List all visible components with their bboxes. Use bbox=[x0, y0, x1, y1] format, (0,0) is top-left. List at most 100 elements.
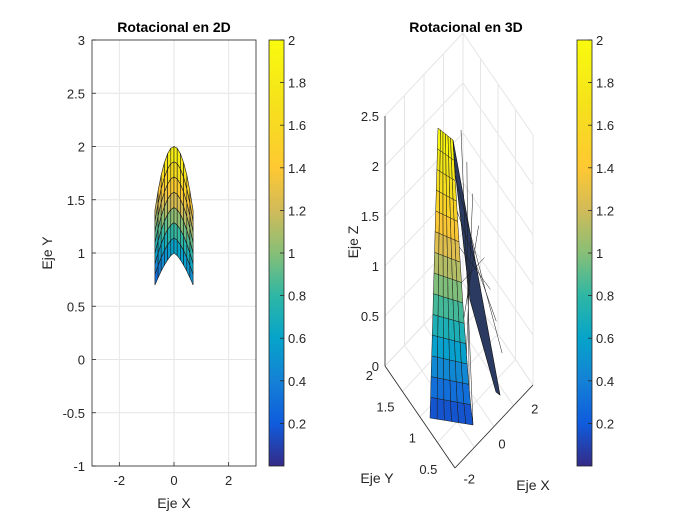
surface-cell bbox=[459, 341, 468, 365]
surface-cell bbox=[436, 398, 445, 421]
surface-mesh-line bbox=[454, 175, 503, 354]
surface-cell bbox=[173, 145, 178, 165]
surface-cell bbox=[442, 296, 449, 320]
surface-cell bbox=[173, 161, 178, 180]
surface-cell bbox=[449, 359, 457, 383]
surface-cell bbox=[173, 237, 178, 257]
plot-3d-title: Rotacional en 3D bbox=[409, 19, 523, 35]
surface-mesh-line bbox=[456, 211, 497, 322]
z-tick-label: 1 bbox=[372, 259, 379, 274]
surface-cell bbox=[170, 176, 175, 195]
surface-cell bbox=[443, 317, 450, 340]
surface-mesh-line bbox=[461, 257, 485, 283]
colorbar-tick-label: 0.4 bbox=[288, 374, 306, 389]
surface-cell bbox=[443, 337, 450, 361]
y-axis-line bbox=[384, 365, 456, 469]
x-tick-label: 0 bbox=[498, 437, 505, 452]
surface-cell bbox=[442, 214, 448, 238]
x-tick-label: -2 bbox=[463, 471, 475, 486]
plot-3d-surface bbox=[429, 127, 503, 426]
surface-cell bbox=[443, 399, 452, 422]
surface-cell bbox=[173, 191, 178, 211]
y-tick-label: 1.5 bbox=[376, 399, 394, 414]
plot-2d-ticks: -2 0 2 -1 -0.5 0 0.5 1 1.5 2 2.5 3 bbox=[63, 33, 233, 488]
y-tick-label: 0 bbox=[78, 353, 85, 368]
y-tick-label: 0.5 bbox=[419, 462, 437, 477]
plot-2d-ylabel: Eje Y bbox=[39, 236, 55, 270]
surface-cell bbox=[442, 255, 449, 279]
colorbar-tick-label: 1.8 bbox=[596, 76, 614, 91]
colorbar-tick-label: 1.4 bbox=[596, 161, 614, 176]
z-tick-label: 1.5 bbox=[361, 209, 379, 224]
surface-mesh-line bbox=[460, 129, 474, 426]
surface-cell bbox=[170, 222, 175, 241]
surface-cell bbox=[170, 206, 175, 226]
surface-cell bbox=[438, 232, 444, 256]
colorbar-tick-label: 0.4 bbox=[596, 374, 614, 389]
colorbar-tick-label: 1.6 bbox=[288, 118, 306, 133]
surface-cell bbox=[442, 193, 447, 217]
plot-3d-ylabel: Eje Y bbox=[360, 470, 394, 486]
plot-3d-xlabel: Eje X bbox=[516, 477, 550, 493]
surface-cell bbox=[439, 170, 444, 195]
surface-cell bbox=[189, 190, 194, 222]
surface-cell bbox=[170, 237, 175, 257]
surface-cell bbox=[170, 191, 175, 211]
surface-cell bbox=[442, 275, 449, 299]
surface-cell bbox=[436, 168, 441, 193]
surface-cell bbox=[173, 176, 178, 195]
surface-cell bbox=[437, 356, 444, 380]
y-tick-label: -0.5 bbox=[63, 406, 85, 421]
y-tick-label: 2 bbox=[78, 140, 85, 155]
plot-3d-zlabel: Eje Z bbox=[345, 225, 361, 258]
colorbar-tick-label: 1.2 bbox=[596, 203, 614, 218]
surface-edge bbox=[452, 139, 501, 396]
surface-cell bbox=[173, 206, 178, 226]
surface-cell bbox=[439, 191, 444, 215]
surface-cell bbox=[429, 397, 438, 420]
plot-3d: 00.511.522.50.511.52-202 Rotacional en 3… bbox=[345, 19, 550, 493]
surface-cell bbox=[443, 378, 451, 402]
surface-cell bbox=[455, 260, 462, 283]
colorbar-tick-label: 1.8 bbox=[288, 76, 306, 91]
surface-cell bbox=[430, 355, 438, 379]
surface-cell bbox=[437, 294, 444, 318]
y-tick-label: 1 bbox=[78, 246, 85, 261]
x-tick-label: 2 bbox=[225, 473, 232, 488]
surface-cell bbox=[430, 376, 438, 399]
colorbar-tick-label: 1.6 bbox=[596, 118, 614, 133]
surface-cell bbox=[442, 234, 448, 258]
colorbar-tick-label: 2 bbox=[596, 33, 603, 48]
surface-cell bbox=[433, 251, 440, 275]
surface-cell bbox=[443, 358, 451, 381]
surface-cell bbox=[431, 334, 439, 358]
surface-cell bbox=[439, 129, 444, 154]
x-tick-label: -2 bbox=[114, 473, 126, 488]
surface-cell bbox=[453, 219, 460, 243]
surface-cell bbox=[432, 314, 439, 337]
colorbar-3d: 0.2 0.4 0.6 0.8 1 1.2 1.4 1.6 1.8 2 bbox=[576, 33, 614, 467]
z-tick-label: 2 bbox=[372, 159, 379, 174]
surface-cell bbox=[170, 161, 175, 180]
plot-2d: -2 0 2 -1 -0.5 0 0.5 1 1.5 2 2.5 3 Rotacional en 2D… bbox=[39, 19, 257, 511]
surface-cell bbox=[457, 300, 465, 324]
y-tick-label: 2 bbox=[366, 368, 373, 383]
surface-cell bbox=[437, 315, 444, 339]
y-tick-label: 3 bbox=[78, 33, 85, 48]
z-tick-label: 0.5 bbox=[361, 309, 379, 324]
surface-cell bbox=[432, 293, 439, 317]
colorbar-tick-label: 0.6 bbox=[596, 331, 614, 346]
colorbar-2d-ticks: 0.2 0.4 0.6 0.8 1 1.2 1.4 1.6 1.8 2 bbox=[280, 33, 306, 431]
surface-cell bbox=[439, 150, 444, 174]
plot-2d-title: Rotacional en 2D bbox=[117, 19, 231, 35]
surface-cell bbox=[438, 212, 444, 236]
y-tick-label: 0.5 bbox=[67, 299, 85, 314]
surface-cell bbox=[448, 318, 455, 342]
surface-cell bbox=[433, 272, 439, 296]
surface-cell bbox=[170, 145, 175, 165]
surface-cell bbox=[434, 231, 440, 255]
colorbar-2d: 0.2 0.4 0.6 0.8 1 1.2 1.4 1.6 1.8 2 bbox=[268, 33, 306, 467]
surface-cell bbox=[451, 178, 457, 202]
x-tick-label: 2 bbox=[531, 402, 538, 417]
